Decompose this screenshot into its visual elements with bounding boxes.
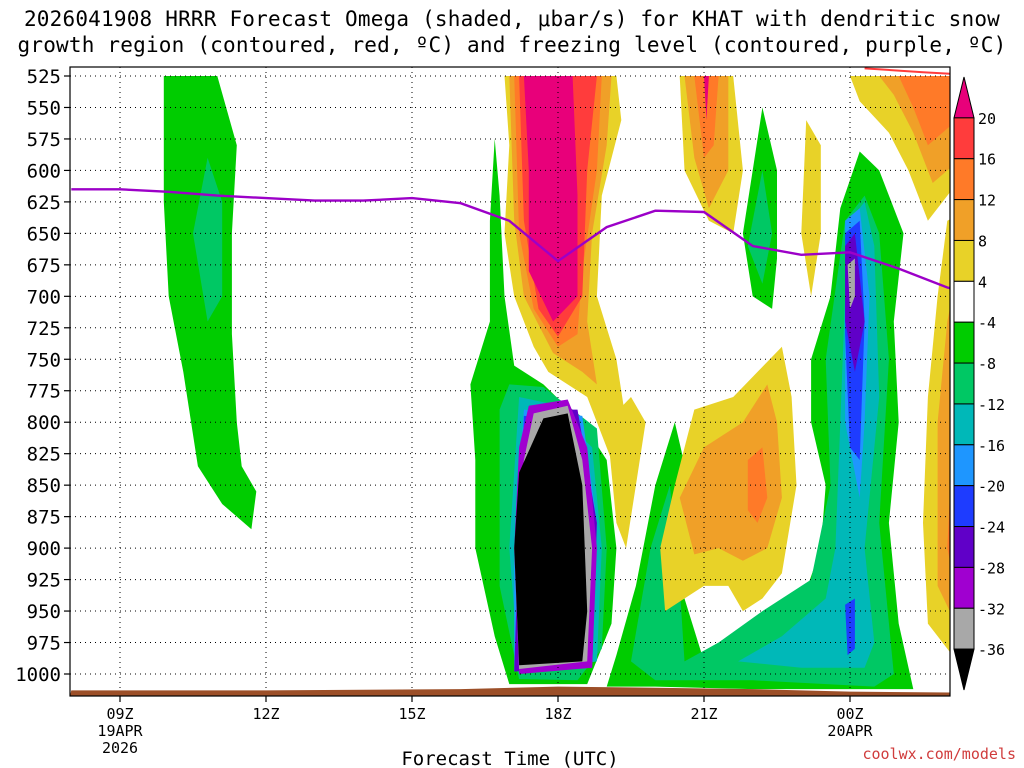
x-tick-label: 21Z	[690, 705, 717, 723]
dotted-grid	[70, 67, 950, 696]
omega-region-34	[898, 76, 950, 146]
omega-region-43	[606, 397, 646, 549]
freezing-level-line	[71, 188, 950, 290]
omega-region-17	[847, 258, 855, 309]
colorbar-label: 20	[978, 110, 996, 128]
x-tick-year-label: 2026	[102, 739, 138, 757]
colorbar-label: -12	[978, 396, 1005, 414]
x-tick-label: 15Z	[398, 705, 425, 723]
x-tick-date-label: 19APR	[97, 722, 143, 740]
x-tick-date-label: 20APR	[827, 722, 873, 740]
x-tick-label: 12Z	[252, 705, 279, 723]
omega-region-37	[947, 492, 950, 561]
y-tick-label: 550	[27, 97, 61, 119]
colorbar-label: -24	[978, 519, 1005, 537]
colorbar-label: 12	[978, 192, 996, 210]
colorbar-swatch	[953, 444, 975, 487]
colorbar-label: 8	[978, 232, 987, 250]
colorbar-swatch	[953, 199, 975, 241]
colorbar-label: 16	[978, 151, 996, 169]
y-tick-label: 700	[27, 286, 61, 308]
colorbar-swatch	[953, 117, 975, 160]
omega-region-1	[193, 157, 223, 322]
y-tick-label: 900	[27, 538, 61, 560]
colorbar: 20 16 12 8 4 -4 -8 -12 -16 -20 -24 -28 -32 -36	[953, 76, 1005, 691]
colorbar-swatch	[953, 321, 975, 364]
colorbar-swatch	[953, 239, 975, 282]
omega-region-20	[747, 170, 773, 284]
colorbar-swatch	[953, 485, 975, 528]
y-tick-label: 950	[27, 601, 61, 623]
chart-title-line-2: growth region (contoured, red, ºC) and f…	[17, 33, 1007, 57]
plot-frame	[69, 66, 951, 697]
omega-region-26	[523, 76, 578, 322]
y-tick-label: 1000	[15, 664, 61, 686]
colorbar-swatch	[953, 403, 975, 446]
colorbar-label: -8	[978, 355, 996, 373]
x-tick-label: 00Z	[836, 705, 863, 723]
colorbar-swatch	[953, 607, 975, 650]
y-tick-label: 600	[27, 160, 61, 182]
colorbar-label: -32	[978, 600, 1005, 618]
omega-region-36	[937, 307, 950, 612]
y-tick-label: 800	[27, 412, 61, 434]
colorbar-label: -28	[978, 559, 1005, 577]
y-tick-label: 750	[27, 349, 61, 371]
colorbar-label: -36	[978, 641, 1005, 659]
contour-lines	[70, 67, 950, 696]
credit-text: coolwx.com/models	[862, 745, 1016, 763]
omega-region-13	[738, 201, 880, 668]
x-tick-label: 09Z	[106, 705, 133, 723]
omega-region-31	[801, 120, 821, 297]
y-tick-label: 625	[27, 192, 61, 214]
colorbar-top-arrow	[953, 76, 975, 119]
y-tick-label: 675	[27, 255, 61, 277]
y-tick-label: 850	[27, 475, 61, 497]
y-tick-label: 650	[27, 223, 61, 245]
y-tick-label: 825	[27, 444, 61, 466]
y-axis-ticks: 525 550 575 600 625 650 675 700 725 750 775 800 825 8…	[15, 66, 70, 686]
colorbar-swatch	[953, 526, 975, 568]
colorbar-swatch	[953, 158, 975, 201]
y-tick-label: 925	[27, 570, 61, 592]
y-tick-label: 775	[27, 381, 61, 403]
omega-region-18	[845, 598, 855, 656]
x-tick-label: 18Z	[544, 705, 571, 723]
colorbar-swatch	[953, 566, 975, 609]
y-tick-label: 975	[27, 633, 61, 655]
ground-surface	[70, 686, 950, 696]
y-tick-label: 525	[27, 66, 61, 88]
y-tick-label: 575	[27, 129, 61, 151]
y-tick-label: 725	[27, 318, 61, 340]
colorbar-swatch	[953, 362, 975, 405]
colorbar-bottom-arrow	[953, 648, 975, 691]
dgz-contour-line	[864, 67, 950, 75]
omega-region-30	[704, 76, 709, 121]
omega-region-42	[747, 447, 768, 523]
colorbar-swatch	[953, 280, 975, 323]
chart-title-line-1: 2026041908 HRRR Forecast Omega (shaded, …	[23, 7, 1001, 31]
x-axis-title: Forecast Time (UTC)	[401, 748, 618, 768]
colorbar-label: -16	[978, 437, 1005, 455]
colorbar-label: -20	[978, 478, 1005, 496]
y-tick-label: 875	[27, 507, 61, 529]
colorbar-label: -4	[978, 314, 996, 332]
colorbar-label: 4	[978, 273, 987, 291]
omega-region-10	[514, 413, 588, 666]
omega-region-12	[631, 195, 894, 687]
